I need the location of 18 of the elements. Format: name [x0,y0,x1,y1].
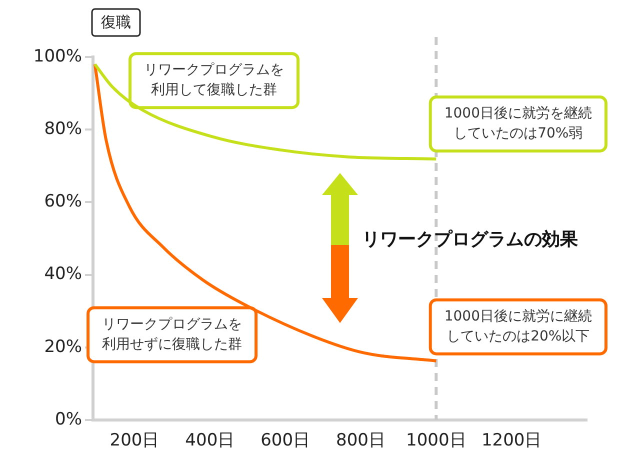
series-label: リワークプログラムを利用して復職した群 [144,62,284,98]
x-tick-label: 1000日 [406,430,466,451]
series-label: リワークプログラムを利用せずに復職した群 [102,316,242,352]
x-tick-label: 200日 [110,430,160,451]
y-tick-label: 40% [44,264,82,284]
x-tick-label: 400日 [185,430,235,451]
y-tick-label: 0% [55,409,82,430]
y-tick-label: 20% [44,336,82,357]
x-tick-label: 600日 [260,430,310,451]
annotation: 1000日後に就労を継続していたのは70%弱 [444,106,592,142]
y-axis-title: 復職 [101,12,131,31]
y-tick-label: 100% [33,46,82,66]
x-tick-label: 800日 [336,430,386,451]
annotation: リワークプログラムの効果 [362,228,579,250]
x-tick-label: 1200日 [481,430,542,451]
annotation: 1000日後に就労に継続していたのは20%以下 [444,308,592,344]
y-tick-label: 60% [44,192,82,212]
y-tick-label: 80% [44,119,82,140]
